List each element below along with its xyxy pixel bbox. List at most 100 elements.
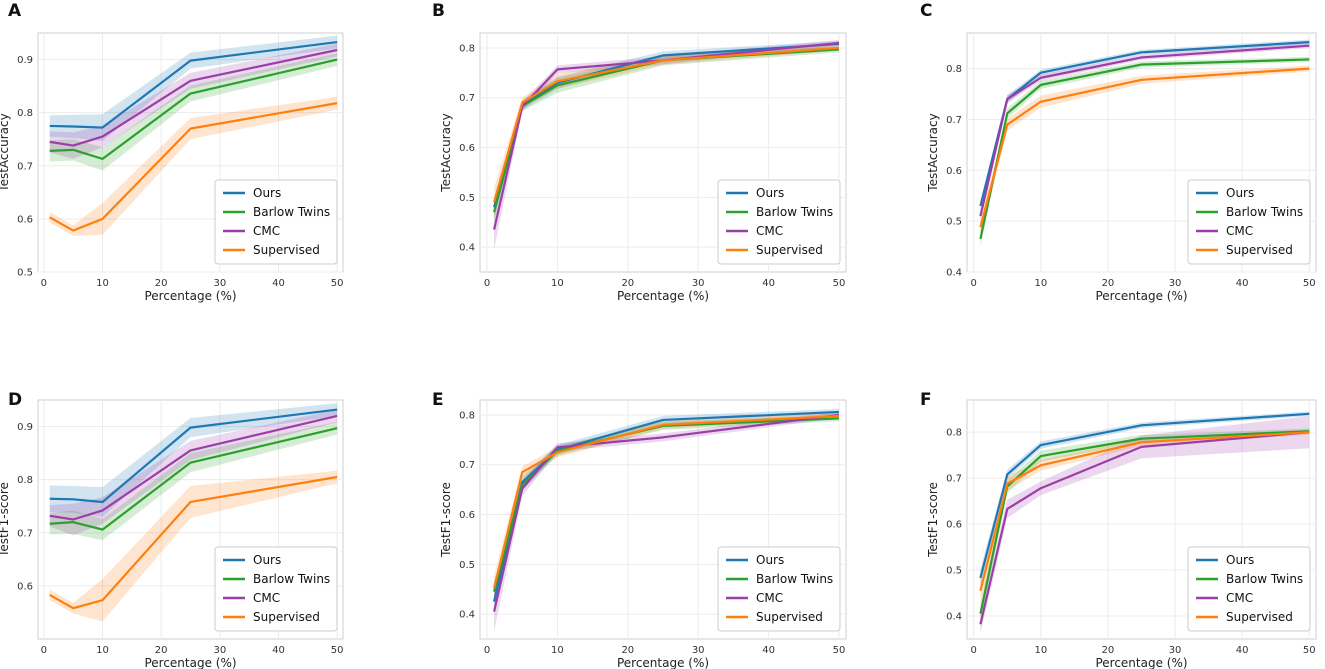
legend-box — [717, 546, 841, 632]
x-axis-label: Percentage (%) — [1095, 656, 1187, 669]
series-line-ours — [979, 412, 1310, 579]
x-tick-label: 0 — [484, 645, 490, 656]
y-tick-label: 0.7 — [459, 460, 475, 471]
x-tick-label: 40 — [1236, 645, 1249, 656]
x-tick-label: 20 — [621, 645, 634, 656]
confidence-band-ours — [49, 403, 338, 517]
legend-box — [1187, 179, 1311, 265]
y-tick-label: 0.7 — [946, 474, 962, 485]
legend-label: Barlow Twins — [756, 205, 833, 219]
x-tick-label: 20 — [1102, 278, 1115, 289]
y-tick-label: 0.5 — [946, 566, 962, 577]
y-tick-label: 0.7 — [946, 115, 962, 126]
y-axis-label: TestAccuracy — [439, 113, 453, 192]
legend-label: CMC — [1226, 224, 1253, 238]
y-tick-label: 0.6 — [946, 520, 962, 531]
legend-label: Supervised — [253, 243, 320, 257]
legend-label: Barlow Twins — [1226, 205, 1303, 219]
series-line-cmc — [493, 413, 840, 612]
y-tick-label: 0.9 — [17, 422, 33, 433]
legend-label: Barlow Twins — [1226, 572, 1303, 586]
series-line-cmc — [49, 414, 338, 521]
y-tick-label: 0.7 — [17, 528, 33, 539]
x-tick-label: 20 — [621, 278, 634, 289]
panel-B: B 0 10 20 30 40 50 0.4 0.5 0.6 0.7 0.8 Percentage (%… — [432, 1, 847, 303]
x-tick-label: 50 — [1303, 645, 1316, 656]
x-tick-label: 0 — [41, 645, 47, 656]
y-tick-label: 0.7 — [17, 161, 33, 172]
x-tick-label: 10 — [1034, 278, 1047, 289]
x-tick-label: 30 — [1169, 278, 1182, 289]
x-axis-label: Percentage (%) — [617, 289, 709, 303]
legend-label: Supervised — [1226, 610, 1293, 624]
legend-label: Supervised — [1226, 243, 1293, 257]
legend: Ours Barlow Twins CMC Supervised — [717, 546, 841, 632]
y-tick-label: 0.8 — [17, 475, 33, 486]
x-tick-label: 20 — [155, 645, 168, 656]
y-axis-label: TestAccuracy — [0, 113, 11, 192]
series-line-cmc — [493, 41, 840, 230]
x-tick-label: 0 — [971, 278, 977, 289]
panel-letter: D — [8, 390, 22, 410]
x-tick-label: 10 — [551, 645, 564, 656]
x-axis-label: Percentage (%) — [1095, 289, 1187, 303]
confidence-band-cmc — [49, 43, 338, 159]
x-tick-label: 30 — [213, 645, 226, 656]
x-tick-label: 10 — [96, 278, 109, 289]
confidence-band-supervised — [49, 470, 338, 622]
x-tick-label: 50 — [1303, 278, 1316, 289]
y-axis-label: TestAccuracy — [926, 113, 940, 192]
x-tick-label: 40 — [762, 278, 775, 289]
panel-C: C 0 10 20 30 40 50 0.4 0.5 0.6 0.7 0.8 Percentage (%… — [920, 1, 1317, 303]
legend-label: Supervised — [756, 610, 823, 624]
legend-label: CMC — [1226, 591, 1253, 605]
x-tick-label: 0 — [484, 278, 490, 289]
panel-letter: F — [920, 390, 932, 410]
panel-E: E 0 10 20 30 40 50 0.4 0.5 0.6 0.7 0.8 Percentage (%… — [432, 390, 847, 669]
series-line-supervised — [979, 431, 1310, 592]
y-axis-label: TestF1-score — [0, 482, 11, 558]
series-line-supervised — [979, 67, 1310, 228]
legend-label: Ours — [1226, 186, 1254, 200]
x-tick-label: 0 — [971, 645, 977, 656]
legend-box — [214, 179, 338, 265]
x-tick-label: 30 — [1169, 645, 1182, 656]
y-tick-label: 0.6 — [17, 581, 33, 592]
series-line-supervised — [493, 414, 840, 589]
panel-letter: E — [432, 390, 444, 410]
y-tick-label: 0.8 — [459, 43, 475, 54]
legend-box — [1187, 546, 1311, 632]
legend-label: Ours — [756, 553, 784, 567]
confidence-band-cmc — [980, 416, 1310, 634]
y-tick-label: 0.6 — [459, 510, 475, 521]
legend-label: Supervised — [756, 243, 823, 257]
x-tick-label: 50 — [331, 278, 344, 289]
x-tick-label: 10 — [551, 278, 564, 289]
series-line-supervised — [49, 475, 338, 610]
x-tick-label: 30 — [213, 278, 226, 289]
legend-box — [717, 179, 841, 265]
series-line-barlow-twins — [49, 58, 338, 160]
x-tick-label: 10 — [96, 645, 109, 656]
panel-letter: B — [432, 1, 445, 21]
legend-label: Ours — [253, 553, 281, 567]
y-tick-label: 0.6 — [946, 166, 962, 177]
x-tick-label: 40 — [1236, 278, 1249, 289]
series-line-cmc — [979, 44, 1310, 217]
confidence-band-supervised — [49, 96, 338, 236]
confidence-band-barlow-twins — [49, 53, 338, 171]
y-tick-label: 0.4 — [459, 610, 475, 621]
x-tick-label: 0 — [41, 278, 47, 289]
legend: Ours Barlow Twins CMC Supervised — [717, 179, 841, 265]
panel-F: F 0 10 20 30 40 50 0.4 0.5 0.6 0.7 0.8 Percentage (%… — [920, 390, 1317, 669]
x-tick-label: 50 — [833, 645, 846, 656]
y-tick-label: 0.5 — [17, 268, 33, 279]
confidence-band-barlow-twins — [49, 421, 338, 541]
legend-box — [214, 546, 338, 632]
y-tick-label: 0.8 — [17, 108, 33, 119]
y-tick-label: 0.5 — [459, 560, 475, 571]
x-tick-label: 20 — [155, 278, 168, 289]
y-tick-label: 0.8 — [946, 64, 962, 75]
y-tick-label: 0.6 — [459, 143, 475, 154]
legend-label: CMC — [253, 224, 280, 238]
